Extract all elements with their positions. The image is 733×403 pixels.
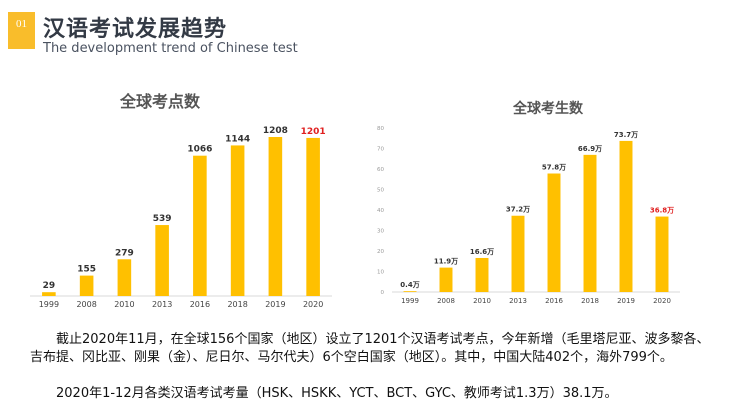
bar-2019	[268, 137, 283, 296]
data-label: 73.7万	[614, 131, 638, 139]
section-number-badge: 01	[8, 12, 35, 49]
chart-title: 全球考生数	[512, 100, 584, 117]
data-label: 1208	[263, 126, 288, 136]
data-label: 1201	[301, 127, 326, 137]
x-tick-label: 2013	[509, 297, 527, 305]
y-tick-label: 0	[381, 290, 385, 296]
data-label: 279	[115, 248, 134, 258]
data-label: 0.4万	[400, 281, 419, 289]
bar-2020	[306, 137, 320, 296]
data-label: 539	[153, 214, 172, 224]
x-tick-label: 2010	[473, 297, 491, 305]
x-tick-label: 2019	[265, 300, 285, 309]
x-tick-label: 2013	[152, 300, 172, 309]
data-label: 37.2万	[506, 206, 530, 214]
y-tick-label: 30	[377, 229, 384, 235]
bar-1999	[403, 291, 417, 292]
bar-2020	[655, 216, 669, 292]
x-tick-label: 2010	[114, 300, 134, 309]
y-tick-label: 80	[377, 126, 384, 132]
bar-2010	[117, 259, 132, 296]
page-title: 汉语考试发展趋势	[43, 17, 228, 42]
bar-2010	[475, 257, 489, 292]
bar-2013	[511, 215, 525, 292]
x-tick-label: 2008	[76, 300, 96, 309]
bar-2008	[79, 275, 94, 296]
data-label: 1144	[225, 134, 250, 144]
bar-1999	[42, 292, 56, 296]
data-label: 66.9万	[578, 145, 602, 153]
y-tick-label: 70	[377, 147, 384, 153]
x-tick-label: 2016	[190, 300, 210, 309]
x-tick-label: 2008	[437, 297, 455, 305]
bar-2008	[439, 267, 453, 292]
y-tick-label: 60	[377, 167, 384, 173]
bar-2016	[547, 173, 561, 292]
data-label: 29	[43, 281, 56, 291]
x-tick-label: 1999	[401, 297, 419, 305]
y-tick-label: 20	[377, 249, 384, 255]
data-label: 155	[77, 265, 96, 275]
paragraph-test-centers: 截止2020年11月，在全球156个国家（地区）设立了1201个汉语考试考点，今…	[30, 332, 710, 365]
y-tick-label: 50	[377, 188, 384, 194]
charts: 全球考点数29199915520082792010539201310662016…	[30, 92, 680, 309]
data-label: 36.8万	[650, 207, 674, 215]
x-tick-label: 2018	[581, 297, 599, 305]
chart-title: 全球考点数	[119, 92, 201, 111]
data-label: 57.8万	[542, 164, 566, 172]
y-tick-label: 40	[377, 208, 384, 214]
bar-2019	[619, 140, 633, 292]
bar-2018	[230, 145, 245, 296]
y-tick-label: 10	[377, 270, 384, 276]
x-tick-label: 2019	[617, 297, 635, 305]
data-label: 16.6万	[470, 248, 494, 256]
data-label: 11.9万	[434, 258, 458, 266]
bar-2016	[193, 155, 207, 296]
x-tick-label: 2016	[545, 297, 563, 305]
x-tick-label: 2018	[227, 300, 247, 309]
x-tick-label: 2020	[653, 297, 671, 305]
paragraph-test-takers: 2020年1-12月各类汉语考试考量（HSK、HSKK、YCT、BCT、GYC、…	[56, 386, 618, 401]
x-tick-label: 1999	[39, 300, 59, 309]
bar-2018	[583, 154, 597, 292]
bar-2013	[155, 225, 169, 296]
data-label: 1066	[187, 145, 212, 155]
page-subtitle: The development trend of Chinese test	[43, 41, 298, 56]
x-tick-label: 2020	[303, 300, 323, 309]
